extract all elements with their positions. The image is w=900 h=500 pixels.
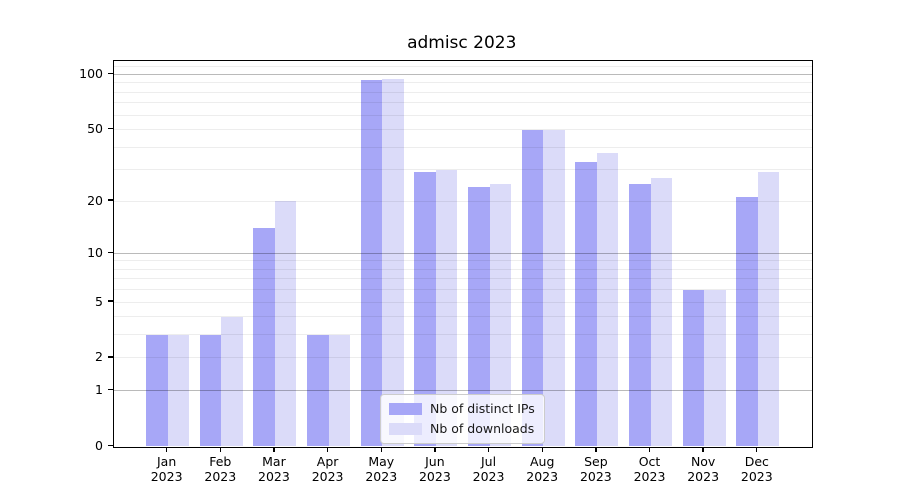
bar-nov-downloads [704,289,726,447]
bar-dec-distinct-ips [736,197,758,447]
bar-feb-downloads [221,316,243,447]
xtick-mark-mar [273,447,275,452]
xtick-label-jun: Jun 2023 [418,453,451,485]
bar-dec-downloads [757,172,780,447]
bar-mar-downloads [274,201,297,447]
legend-item-distinct-ips: Nb of distinct IPs [389,401,535,417]
bar-may-distinct-ips [360,80,383,447]
xtick-mark-sep [595,447,597,452]
bar-aug-distinct-ips [521,129,544,447]
ytick-mark-20 [108,199,113,201]
bar-aug-downloads [543,129,565,447]
xtick-label-oct: Oct 2023 [633,453,666,485]
ytick-mark-10 [108,251,113,253]
ytick-mark-50 [108,127,113,130]
bar-mar-distinct-ips [253,228,275,447]
gridline-minor-2 [114,357,812,359]
gridline-minor-40 [114,146,812,148]
xtick-label-sep: Sep 2023 [579,453,612,485]
bar-jun-distinct-ips [414,172,436,447]
gridline-minor-50 [114,129,812,131]
bar-jul-downloads [489,183,512,447]
bar-oct-distinct-ips [629,183,651,447]
xtick-label-feb: Feb 2023 [204,453,237,485]
xtick-mark-feb [219,447,221,452]
xtick-label-nov: Nov 2023 [687,453,720,485]
legend-item-downloads: Nb of downloads [389,421,535,437]
gridline-major-1 [114,390,812,392]
xtick-mark-apr [326,447,329,452]
gridline-minor-30 [114,169,812,171]
xtick-mark-aug [541,447,543,452]
gridline-minor-80 [114,91,812,93]
xtick-mark-dec [756,447,758,452]
xtick-mark-jun [434,447,436,452]
xtick-label-dec: Dec 2023 [740,453,773,485]
gridline-minor-3 [114,334,812,336]
bar-feb-distinct-ips [199,334,222,447]
bar-jan-distinct-ips [146,334,168,447]
ytick-mark-1 [108,388,113,391]
legend-label-distinct-ips: Nb of distinct IPs [430,400,535,416]
legend-label-downloads: Nb of downloads [430,420,535,436]
ytick-label-1: 1 [95,382,103,398]
gridline-minor-7 [114,278,812,280]
gridline-minor-90 [114,82,812,84]
ytick-mark-5 [108,300,113,302]
xtick-label-jan: Jan 2023 [150,453,183,485]
chart-title: admisc 2023 [407,33,517,53]
bar-jul-distinct-ips [468,187,490,447]
gridline-major-100 [114,74,812,76]
bar-nov-distinct-ips [682,289,705,447]
xtick-label-mar: Mar 2023 [258,453,290,485]
bar-apr-distinct-ips [307,334,329,447]
xtick-mark-nov [702,447,704,452]
gridline-minor-8 [114,268,812,270]
legend: Nb of distinct IPs Nb of downloads [380,393,545,444]
legend-swatch-distinct-ips [389,402,422,415]
gridline-major-10 [114,252,812,254]
xtick-mark-oct [648,447,651,452]
xtick-label-aug: Aug 2023 [526,453,559,485]
gridline-minor-6 [114,289,812,291]
xtick-mark-jul [487,447,490,452]
ytick-label-50: 50 [87,121,103,137]
gridline-minor-60 [114,114,812,116]
ytick-label-2: 2 [95,349,103,365]
xtick-label-jul: Jul 2023 [472,453,505,485]
bar-oct-downloads [650,177,672,447]
ytick-mark-0 [108,444,113,447]
gridline-minor-70 [114,102,812,104]
gridline-minor-110 [114,66,812,68]
bar-jan-downloads [167,334,190,447]
ytick-label-0: 0 [95,438,103,453]
xtick-label-apr: Apr 2023 [311,453,344,485]
bar-sep-distinct-ips [575,162,597,447]
ytick-label-20: 20 [87,192,103,208]
gridline-minor-20 [114,200,812,202]
plot-area: Nb of distinct IPs Nb of downloads [113,59,813,448]
ytick-mark-100 [108,72,113,75]
bar-jun-downloads [435,169,458,447]
gridline-minor-4 [114,316,812,318]
ytick-label-10: 10 [87,244,103,260]
xtick-label-may: May 2023 [365,453,398,485]
xtick-mark-may [380,447,382,452]
gridline-minor-5 [114,301,812,303]
ytick-label-5: 5 [95,293,103,309]
ytick-mark-2 [108,356,113,358]
legend-swatch-downloads [389,422,422,435]
bar-may-downloads [382,78,404,447]
gridline-minor-9 [114,260,812,262]
bar-sep-downloads [596,153,619,447]
ytick-label-100: 100 [79,66,103,82]
xtick-mark-jan [165,447,168,452]
bar-apr-downloads [328,334,351,447]
